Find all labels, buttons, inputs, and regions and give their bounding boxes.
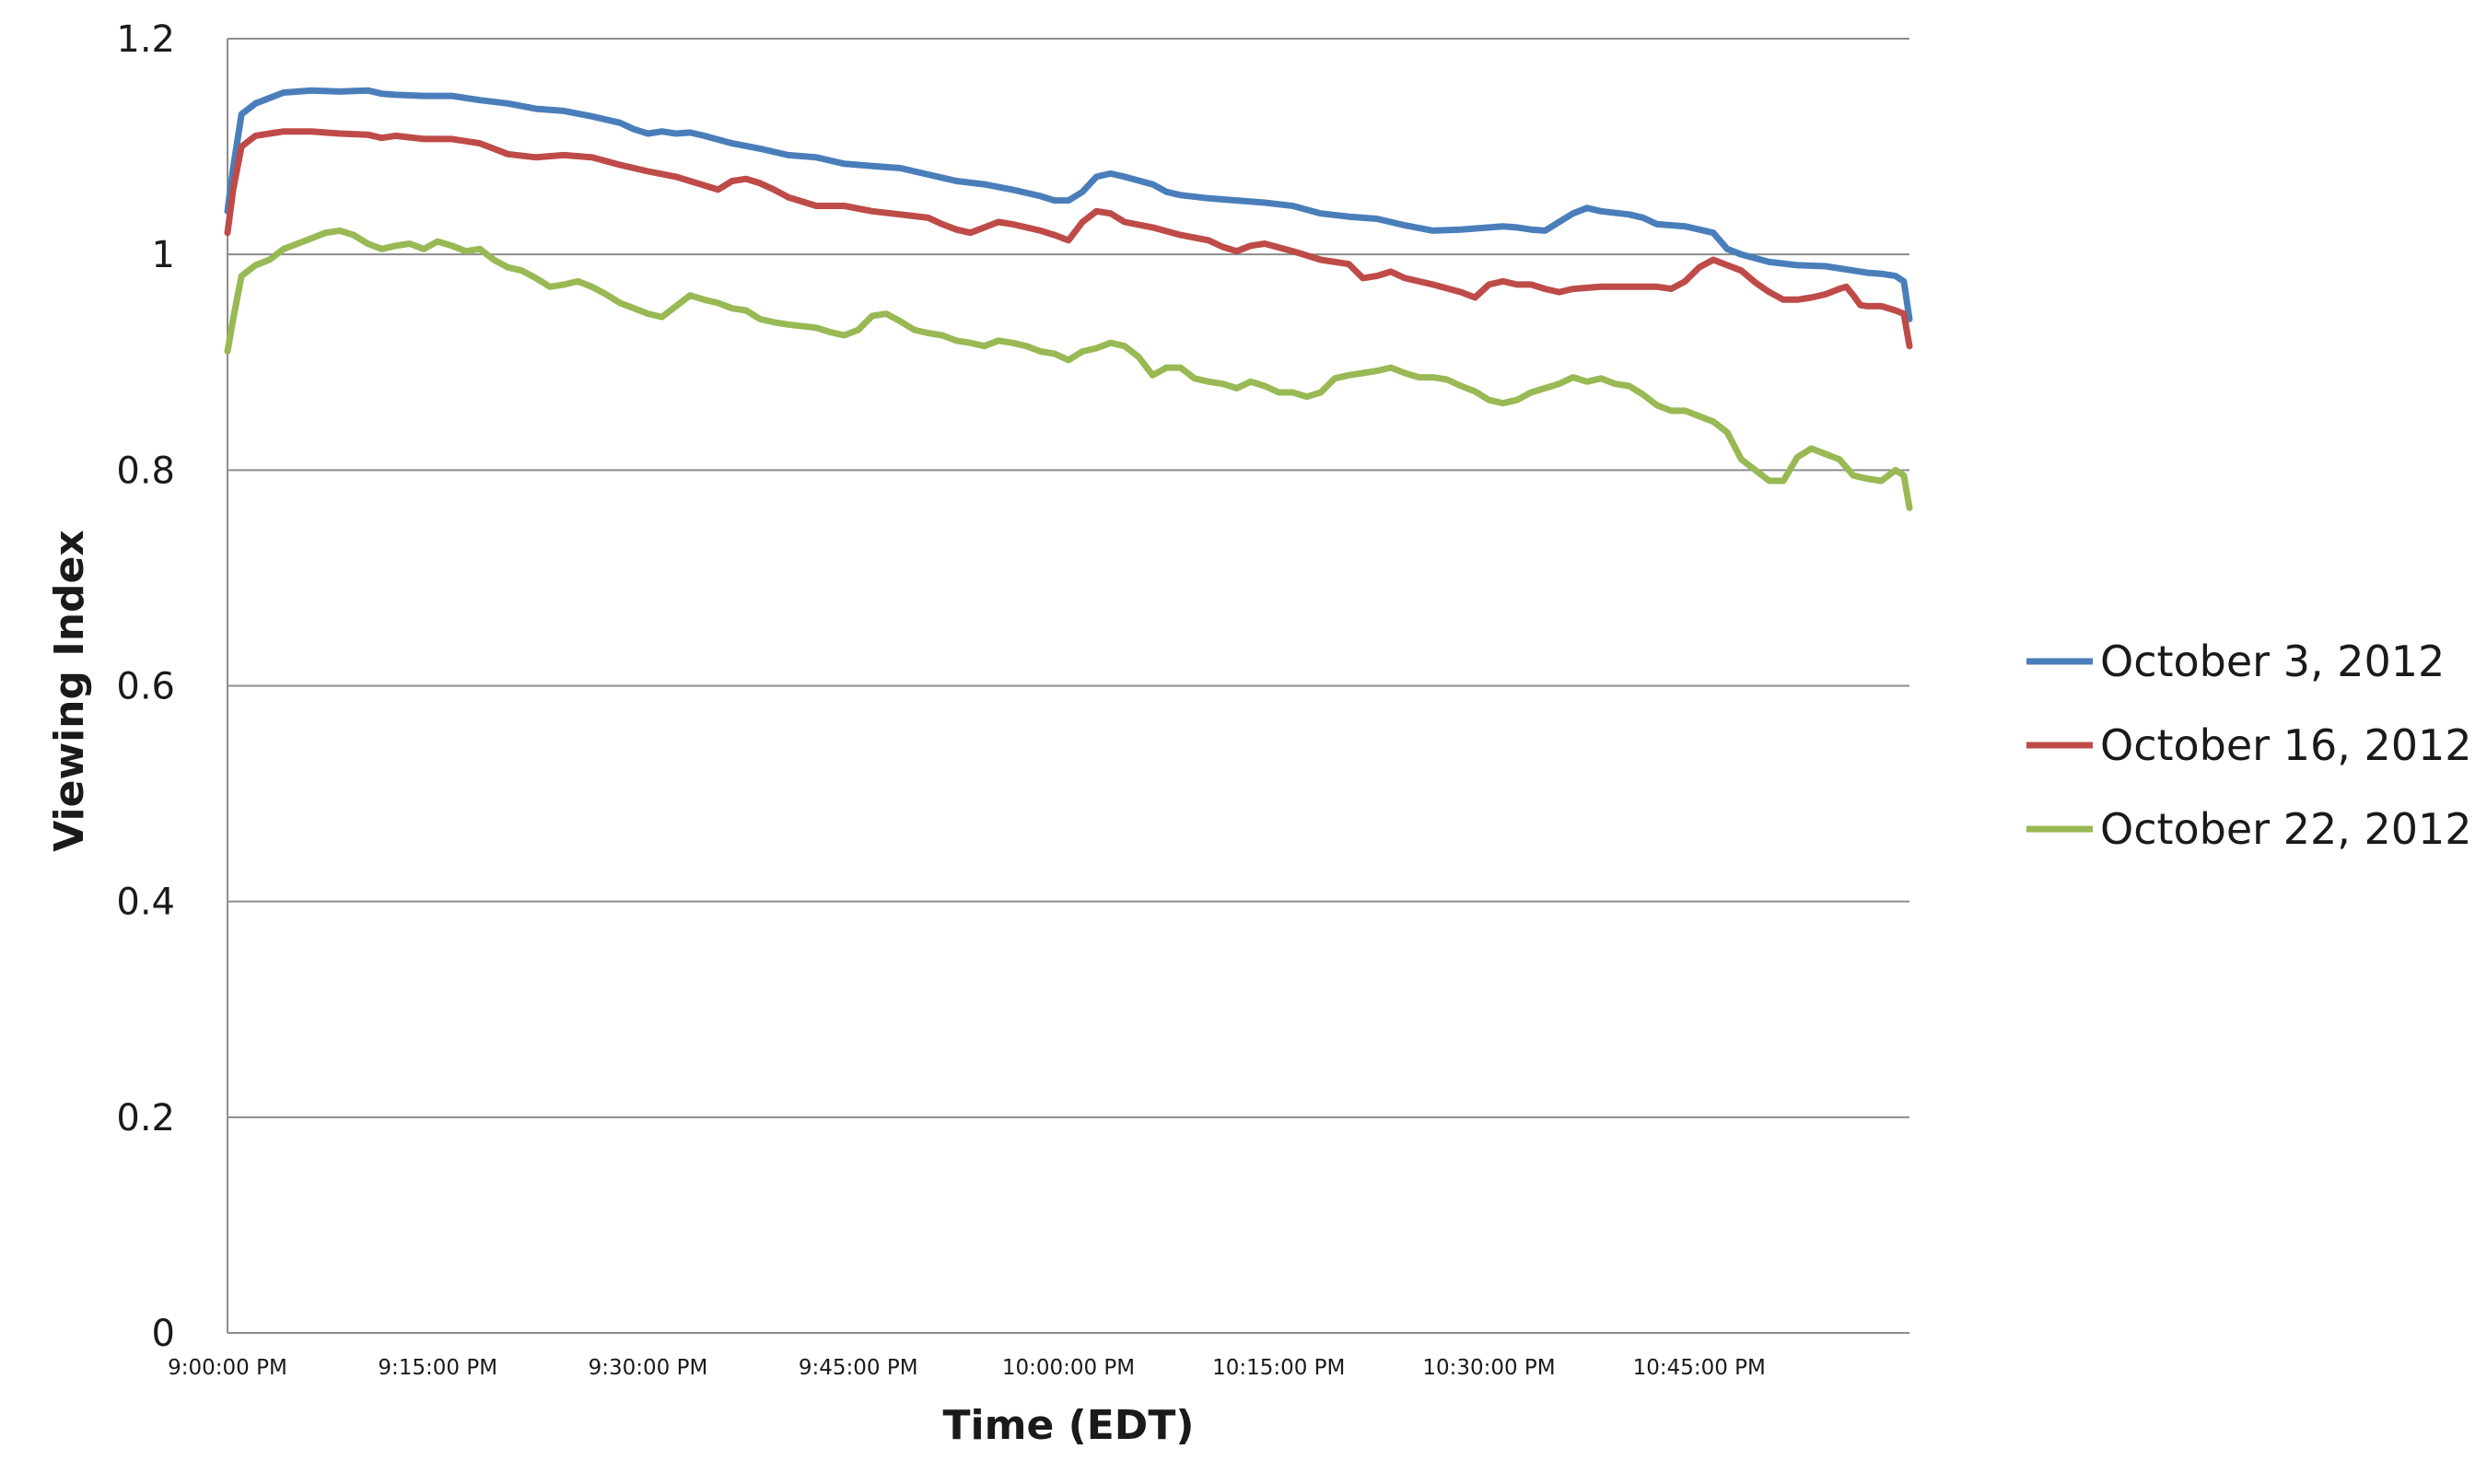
y-tick-label: 0.8	[116, 450, 175, 492]
series-line-1	[224, 87, 1913, 322]
y-tick-label: 0.2	[116, 1097, 175, 1139]
y-tick-label: 0.6	[116, 666, 175, 708]
series-line-3	[224, 227, 1913, 511]
y-tick-labels: 0 0.2 0.4 0.6 0.8 1 1.2	[116, 18, 175, 1355]
x-tick-labels: 9:00:00 PM 9:15:00 PM 9:30:00 PM 9:45:00 PM…	[168, 1356, 1766, 1380]
x-tick-label: 10:15:00 PM	[1212, 1356, 1345, 1380]
legend-label: October 3, 2012	[2100, 637, 2445, 686]
y-axis-title: Viewing Index	[46, 530, 93, 852]
legend: October 3, 2012 October 16, 2012 October 2…	[2026, 637, 2472, 854]
y-tick-label: 1	[152, 234, 175, 276]
x-tick-label: 10:45:00 PM	[1633, 1356, 1766, 1380]
legend-label: October 22, 2012	[2100, 804, 2472, 854]
y-tick-label: 1.2	[116, 18, 175, 61]
x-tick-label: 9:15:00 PM	[378, 1356, 497, 1380]
x-tick-label: 10:30:00 PM	[1422, 1356, 1555, 1380]
x-tick-label: 9:30:00 PM	[589, 1356, 708, 1380]
x-axis-title: Time (EDT)	[943, 1402, 1195, 1449]
y-tick-label: 0	[152, 1313, 175, 1355]
axes	[227, 39, 1909, 1334]
x-tick-label: 9:45:00 PM	[799, 1356, 918, 1380]
series-lines	[224, 87, 1913, 511]
gridlines	[228, 38, 1909, 1118]
series-line-2	[224, 128, 1913, 350]
x-tick-label: 10:00:00 PM	[1002, 1356, 1135, 1380]
legend-label: October 16, 2012	[2100, 720, 2472, 770]
x-tick-label: 9:00:00 PM	[168, 1356, 287, 1380]
y-tick-label: 0.4	[116, 882, 175, 924]
